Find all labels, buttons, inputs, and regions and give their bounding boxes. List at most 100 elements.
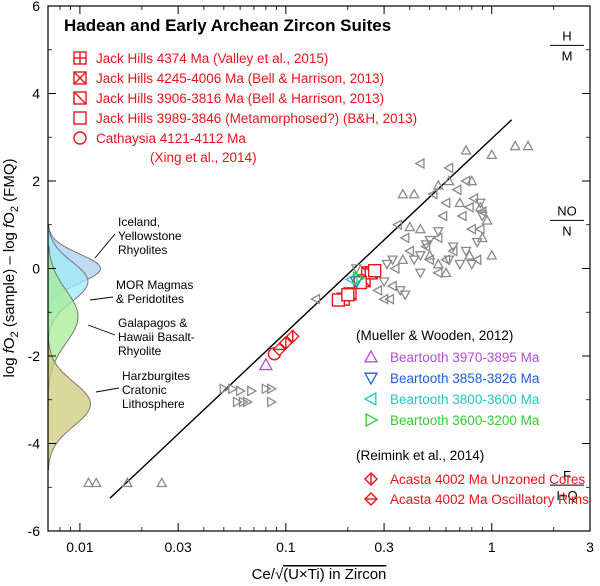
legend-right-marker-0-shape bbox=[363, 349, 379, 363]
gray-point-tri-up-19 bbox=[424, 249, 436, 260]
y-tick-label-1: -4 bbox=[28, 436, 41, 452]
series-10-point-0 bbox=[272, 342, 287, 357]
gray-point-tri-down-4-shape bbox=[386, 255, 399, 266]
density-label-0-1: Yellowstone bbox=[118, 229, 182, 243]
density-label-2-0: Galapagos & bbox=[118, 316, 187, 330]
gray-point-tri-left-11-shape bbox=[432, 232, 443, 244]
gray-point-tri-down-13 bbox=[460, 246, 472, 257]
series-8-point-0 bbox=[352, 271, 366, 286]
gray-point-tri-down-7-shape bbox=[414, 268, 426, 279]
series-3-point-3-frame bbox=[367, 263, 382, 278]
legend-right-marker-1-shape bbox=[363, 372, 379, 386]
legend-right-marker-1 bbox=[363, 372, 379, 386]
gray-point-tri-up-19-shape bbox=[424, 249, 436, 260]
gray-point-tri-left-21-shape bbox=[468, 192, 479, 205]
gray-point-tri-left-16 bbox=[451, 184, 462, 196]
gray-point-tri-up-20 bbox=[432, 258, 444, 269]
gray-point-tri-up-17-shape bbox=[486, 249, 498, 260]
gray-point-tri-up-2-shape bbox=[121, 477, 133, 488]
gray-point-tri-left-17-shape bbox=[456, 210, 467, 222]
gray-point-tri-left-7 bbox=[403, 245, 415, 257]
gray-point-tri-up-1 bbox=[90, 477, 102, 488]
series-7-point-0-shape bbox=[344, 272, 358, 287]
x-axis-label-sqrt: √ bbox=[275, 566, 284, 583]
density-leader-2 bbox=[87, 324, 116, 336]
gray-point-tri-down-0 bbox=[350, 264, 362, 275]
gray-point-tri-right-5 bbox=[267, 383, 278, 395]
legend-right-marker-2-shape bbox=[363, 391, 377, 407]
x-axis-label: Ce/√(U×Ti) in Zircon bbox=[252, 566, 387, 583]
y-axis-label-part-8: (FMQ) bbox=[1, 159, 18, 206]
x-tick-label-2: 0.1 bbox=[276, 539, 296, 555]
gray-point-tri-left-1-shape bbox=[372, 284, 383, 296]
gray-point-tri-up-0-shape bbox=[82, 477, 95, 488]
regression-line bbox=[109, 119, 513, 499]
gray-point-tri-left-11 bbox=[432, 232, 443, 244]
gray-point-tri-down-10 bbox=[432, 227, 444, 238]
x-tick-label-0: 0.01 bbox=[66, 539, 93, 555]
gray-point-tri-left-2 bbox=[378, 293, 389, 305]
series-3-point-1-frame bbox=[341, 288, 355, 302]
x-tick-label-1: 0.03 bbox=[165, 539, 192, 555]
gray-point-tri-right-2 bbox=[235, 385, 246, 397]
legend-ref-title: (Mueller & Wooden, 2012) bbox=[356, 328, 513, 343]
gray-point-tri-down-16-shape bbox=[476, 211, 488, 222]
gray-point-tri-left-21 bbox=[468, 192, 479, 205]
gray-point-tri-right-4 bbox=[261, 383, 272, 395]
gray-point-tri-down-3 bbox=[381, 259, 393, 270]
gray-point-tri-left-27-shape bbox=[420, 241, 431, 253]
buffer-bottom-0: M bbox=[562, 48, 573, 63]
legend-right2-label-0: Acasta 4002 Ma Unzoned Cores bbox=[390, 472, 585, 487]
gray-point-tri-right-4-shape bbox=[261, 383, 272, 395]
gray-point-tri-right-1-shape bbox=[228, 383, 239, 395]
gray-point-tri-down-18-shape bbox=[399, 290, 411, 301]
gray-point-tri-left-0-shape bbox=[310, 293, 321, 305]
y-axis-label-part-0: log bbox=[1, 353, 18, 377]
gray-point-tri-right-9-shape bbox=[267, 396, 278, 408]
gray-point-tri-up-4-shape bbox=[397, 188, 409, 199]
gray-point-tri-left-22 bbox=[471, 254, 482, 266]
gray-point-tri-up-23-shape bbox=[404, 221, 416, 232]
gray-point-tri-right-8 bbox=[243, 396, 254, 408]
chart-title: Hadean and Early Archean Zircon Suites bbox=[64, 16, 391, 35]
gray-point-tri-left-16-shape bbox=[451, 184, 462, 196]
gray-point-tri-up-16-shape bbox=[476, 232, 488, 243]
gray-point-tri-left-14-shape bbox=[443, 162, 454, 174]
gray-point-tri-left-8-shape bbox=[414, 157, 425, 170]
gray-point-tri-up-6 bbox=[432, 179, 444, 190]
gray-point-tri-right-0-shape bbox=[219, 383, 230, 395]
y-axis-label-part-6: O bbox=[1, 212, 18, 224]
y-tick-label-4: 2 bbox=[32, 173, 40, 189]
y-axis-label-part-5: f bbox=[1, 222, 18, 228]
gray-point-tri-left-10 bbox=[427, 188, 438, 200]
gray-point-tri-left-0 bbox=[310, 293, 321, 305]
y-tick-label-3: 0 bbox=[32, 261, 40, 277]
gray-point-tri-left-14 bbox=[443, 162, 454, 174]
gray-point-tri-left-3-shape bbox=[384, 293, 395, 305]
buffer-top-2: F bbox=[563, 468, 571, 483]
gray-point-tri-up-11-shape bbox=[509, 140, 521, 151]
gray-point-tri-down-12-shape bbox=[454, 259, 466, 270]
density-leader-1 bbox=[89, 296, 114, 301]
x-tick-label-3: 0.3 bbox=[374, 539, 394, 555]
legend-left-marker-2-d1 bbox=[73, 91, 87, 105]
y-axis-label: log fO2 (sample) – log fO2 (FMQ) bbox=[1, 159, 21, 378]
gray-point-tri-left-26-shape bbox=[432, 267, 443, 279]
legend-left-marker-1 bbox=[73, 71, 87, 85]
gray-point-tri-up-16 bbox=[476, 232, 488, 243]
legend-left-label-4: Cathaysia 4121-4112 Ma bbox=[96, 131, 246, 146]
y-axis-label-part-4: (sample) – log bbox=[1, 228, 18, 331]
gray-point-tri-up-22-shape bbox=[414, 223, 426, 234]
gray-point-tri-left-24 bbox=[476, 206, 487, 218]
gray-point-tri-up-2 bbox=[121, 477, 133, 488]
gray-point-tri-up-12-shape bbox=[522, 140, 534, 151]
gray-point-tri-up-24-shape bbox=[397, 253, 409, 265]
legend-left-label-1: Jack Hills 4245-4006 Ma (Bell & Harrison… bbox=[96, 71, 384, 86]
legend-ref-title2: (Reimink et al., 2014) bbox=[356, 448, 484, 463]
y-axis-label-part-3: 2 bbox=[9, 331, 21, 337]
gray-point-tri-up-5-shape bbox=[408, 188, 420, 199]
density-leader-0 bbox=[94, 233, 116, 259]
gray-point-tri-up-23 bbox=[404, 221, 416, 232]
gray-point-tri-down-15-shape bbox=[471, 237, 483, 249]
